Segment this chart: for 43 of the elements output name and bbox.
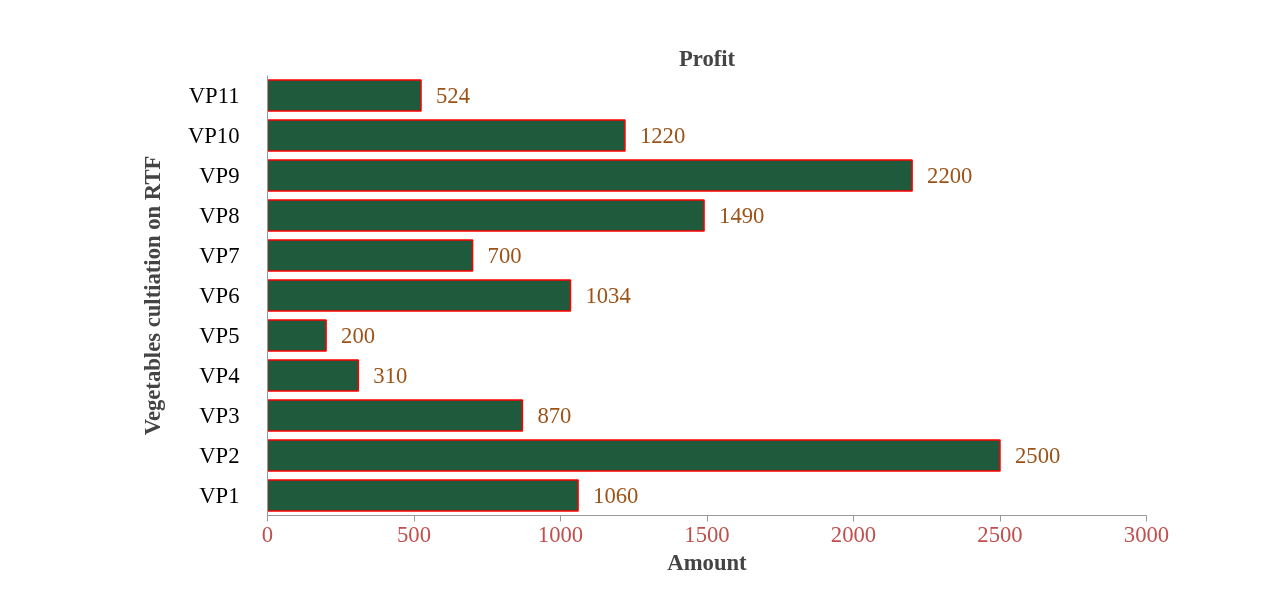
x-tick-label: 2000 [830, 521, 877, 547]
bar [267, 439, 1001, 472]
x-tick-label: 1000 [537, 521, 584, 547]
x-axis-title: Amount [667, 549, 748, 575]
x-tick-label: 2500 [977, 521, 1023, 547]
bar [267, 79, 422, 112]
bar [267, 199, 705, 232]
bar [267, 479, 579, 512]
data-label: 310 [373, 363, 408, 388]
data-label: 524 [436, 83, 471, 108]
bar [267, 159, 913, 192]
data-label: 2500 [1015, 443, 1061, 468]
data-label: 2200 [927, 163, 973, 188]
data-label: 1060 [593, 483, 639, 508]
y-tick-label: VP2 [199, 443, 240, 468]
bar [267, 239, 474, 272]
y-tick-label: VP7 [199, 243, 240, 268]
bar [267, 319, 327, 352]
data-label: 1034 [585, 283, 631, 308]
bar [267, 399, 524, 432]
y-tick-label: VP11 [188, 83, 240, 108]
x-tick-label: 500 [397, 521, 431, 547]
data-label: 1220 [639, 123, 686, 148]
data-label: 870 [537, 403, 572, 428]
data-label: 200 [341, 323, 376, 348]
x-tick-label: 3000 [1123, 521, 1170, 547]
y-tick-label: VP3 [199, 403, 240, 428]
bar [267, 119, 626, 152]
data-label: 1490 [719, 203, 765, 228]
x-tick-label: 1500 [684, 521, 730, 547]
chart-title: Profit [678, 45, 736, 71]
bar [267, 279, 572, 312]
y-tick-label: VP1 [199, 483, 240, 508]
y-tick-label: VP9 [199, 163, 240, 188]
y-tick-label: VP10 [187, 123, 240, 148]
data-label: 700 [487, 243, 522, 268]
y-axis-title: Vegetables cultiation on RTF [139, 155, 165, 436]
y-tick-label: VP5 [199, 323, 240, 348]
y-tick-label: VP4 [199, 363, 240, 388]
y-tick-label: VP8 [199, 203, 240, 228]
y-tick-label: VP6 [199, 283, 240, 308]
bar [267, 359, 360, 392]
x-tick-label: 0 [261, 521, 274, 547]
